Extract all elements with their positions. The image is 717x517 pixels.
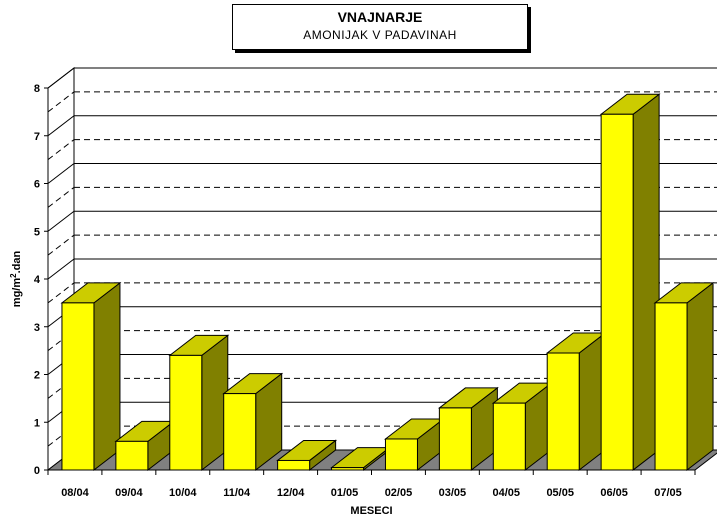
bar-side bbox=[686, 281, 714, 472]
bar bbox=[600, 113, 634, 471]
x-tick-label: 01/05 bbox=[331, 487, 359, 499]
gridline-side bbox=[47, 377, 75, 399]
x-tick-label: 02/05 bbox=[385, 487, 413, 499]
gridline-side bbox=[47, 91, 75, 113]
y-tick-label: 7 bbox=[34, 131, 40, 143]
chart-title-box: VNAJNARJE AMONIJAK V PADAVINAH bbox=[232, 4, 528, 50]
y-tick-label: 0 bbox=[34, 465, 40, 477]
y-tick-label: 2 bbox=[34, 370, 40, 382]
x-tick-label: 08/04 bbox=[61, 487, 89, 499]
gridline-side bbox=[47, 258, 75, 280]
bar bbox=[492, 402, 526, 471]
x-tick-label: 11/04 bbox=[223, 487, 251, 499]
y-tick-label: 5 bbox=[34, 226, 40, 238]
bar bbox=[546, 352, 580, 471]
gridline-side bbox=[47, 425, 75, 447]
y-tick-label: 6 bbox=[34, 179, 40, 191]
gridline-side bbox=[47, 115, 75, 137]
bar bbox=[61, 302, 95, 471]
gridline-side bbox=[47, 67, 75, 89]
bar bbox=[438, 407, 472, 471]
gridline-side bbox=[47, 163, 75, 184]
gridline-side bbox=[47, 210, 75, 232]
gridline-side bbox=[47, 234, 75, 256]
bar bbox=[277, 459, 311, 471]
bar bbox=[654, 302, 688, 471]
bar bbox=[331, 467, 365, 471]
x-tick-label: 03/05 bbox=[439, 487, 467, 499]
y-tick-label: 8 bbox=[34, 83, 40, 95]
x-tick-label: 09/04 bbox=[115, 487, 143, 499]
bar bbox=[169, 354, 203, 471]
y-tick-label: 1 bbox=[34, 417, 40, 429]
chart-title: VNAJNARJE bbox=[337, 9, 423, 25]
chart-subtitle: AMONIJAK V PADAVINAH bbox=[303, 28, 457, 42]
gridline-side bbox=[47, 186, 75, 208]
x-tick-label: 04/05 bbox=[493, 487, 521, 499]
bar bbox=[115, 440, 149, 471]
bar bbox=[223, 393, 257, 471]
y-tick-label: 3 bbox=[34, 322, 40, 334]
bar bbox=[384, 438, 418, 471]
x-axis-title: MESECI bbox=[350, 505, 392, 517]
y-axis-title: mg/m2.dan bbox=[9, 251, 24, 308]
gridline-side bbox=[47, 282, 75, 304]
x-tick-label: 12/04 bbox=[277, 487, 305, 499]
x-tick-label: 10/04 bbox=[169, 487, 197, 499]
x-tick-label: 05/05 bbox=[546, 487, 574, 499]
gridline-side bbox=[47, 139, 75, 161]
x-tick-label: 06/05 bbox=[600, 487, 628, 499]
x-tick-label: 07/05 bbox=[654, 487, 682, 499]
y-tick-label: 4 bbox=[34, 274, 41, 286]
gridline-side bbox=[47, 330, 75, 352]
